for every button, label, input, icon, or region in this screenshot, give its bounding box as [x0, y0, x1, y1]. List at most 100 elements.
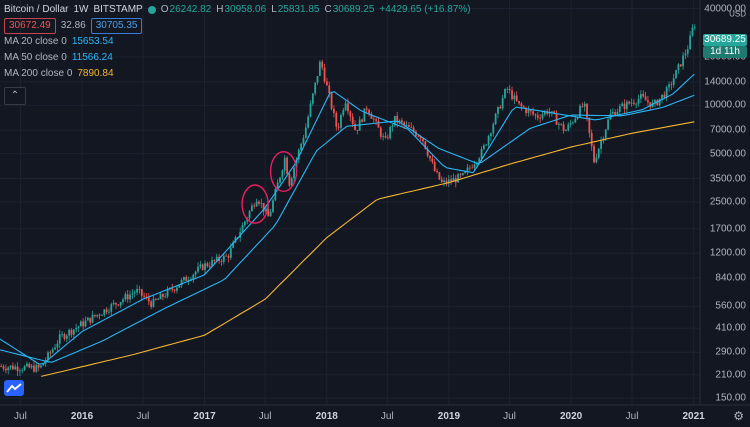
candle-body — [452, 178, 455, 182]
candle-body — [665, 87, 668, 98]
time-tick-label: Jul — [380, 411, 394, 422]
candle-body — [333, 108, 335, 113]
ma-line-ma50 — [0, 94, 695, 363]
candle-body — [126, 294, 129, 300]
candle-body — [206, 263, 209, 267]
candle-body — [433, 162, 436, 172]
candle-body — [82, 321, 85, 327]
candle-body — [365, 108, 368, 110]
candle-body — [464, 171, 467, 174]
candle-body — [190, 279, 192, 281]
interval[interactable]: 1W — [73, 4, 89, 15]
indicator-value: 15653.54 — [71, 36, 114, 47]
candle-body — [105, 309, 108, 313]
time-tick-label: Jul — [14, 411, 27, 422]
candle-body — [227, 255, 230, 258]
candle-body — [515, 95, 518, 101]
collapse-legend-button[interactable]: ⌃ — [4, 87, 26, 105]
candle-body — [677, 64, 680, 70]
candle-body — [58, 334, 61, 344]
chart-grid — [0, 0, 700, 405]
highlight-ellipse — [241, 184, 269, 224]
candle-body — [342, 110, 345, 115]
indicator-label: MA 20 close 0 — [4, 36, 67, 47]
indicator-ma200[interactable]: MA 200 close 0 7890.84 — [4, 66, 471, 82]
candle-body — [539, 117, 542, 119]
candle-body — [201, 264, 204, 270]
candle-body — [532, 111, 535, 115]
candle-body — [225, 255, 228, 257]
indicator-ma20[interactable]: MA 20 close 0 15653.54 — [4, 34, 471, 50]
candle-body — [23, 366, 26, 371]
candle-body — [447, 179, 450, 184]
candle-body — [42, 363, 45, 366]
candle-body — [337, 126, 340, 128]
candle-body — [607, 119, 610, 130]
candle-body — [382, 136, 385, 137]
candle-body — [372, 118, 375, 120]
tradingview-logo-icon[interactable] — [4, 380, 24, 396]
indicator-value: 11566.24 — [71, 52, 113, 63]
buy-price-button[interactable]: 30705.35 — [90, 18, 143, 34]
candle-body — [131, 293, 134, 295]
candle-body — [138, 288, 141, 290]
price-axis[interactable]: USD 40000.0020000.0014000.0010000.007000… — [700, 0, 750, 405]
time-axis[interactable]: Jul 2016 Jul 2017 Jul 2018 Jul 2019 Jul 2020 Jul 20… — [0, 405, 705, 427]
candle-body — [243, 221, 246, 226]
candle-body — [157, 299, 160, 300]
time-tick-label: 2016 — [70, 411, 94, 422]
exchange: BITSTAMP — [93, 4, 143, 15]
candle-body — [112, 302, 115, 305]
candle-body — [215, 256, 218, 261]
candle-body — [471, 167, 474, 169]
candle-body — [204, 263, 206, 270]
candle-body — [668, 84, 670, 88]
candle-body — [279, 177, 281, 183]
candle-body — [77, 326, 80, 328]
time-tick-label: 2020 — [559, 411, 583, 422]
highlight-circles — [241, 150, 298, 224]
candle-body — [56, 343, 59, 348]
candle-body — [576, 117, 579, 119]
candle-body — [644, 96, 647, 101]
candle-body — [65, 335, 68, 339]
candle-body — [478, 158, 481, 163]
candle-body — [61, 334, 63, 335]
candle-body — [647, 100, 649, 103]
currency-label: USD — [729, 9, 746, 19]
candle-body — [513, 95, 516, 100]
candle-body — [518, 100, 520, 104]
candle-body — [588, 117, 591, 133]
candle-body — [54, 347, 56, 350]
candle-body — [340, 114, 342, 128]
candle-body — [536, 115, 539, 118]
price-tick-label: 1200.00 — [709, 247, 746, 259]
price-tick-label: 7000.00 — [709, 124, 746, 136]
candle-body — [63, 334, 66, 339]
candle-body — [457, 174, 460, 183]
candle-body — [161, 293, 164, 297]
symbol-name[interactable]: Bitcoin / Dollar — [4, 4, 69, 15]
candle-body — [35, 365, 38, 372]
sell-price-button[interactable]: 30672.49 — [4, 18, 56, 34]
candle-body — [400, 120, 403, 123]
candle-body — [262, 202, 265, 212]
candle-body — [269, 211, 272, 217]
price-tick-label: 5000.00 — [709, 148, 746, 160]
price-tick-label: 14000.00 — [704, 76, 746, 88]
candle-body — [281, 170, 284, 178]
indicator-ma50[interactable]: MA 50 close 0 11566.24 — [4, 50, 471, 66]
candle-body — [129, 294, 131, 300]
candle-body — [557, 123, 560, 125]
candle-body — [152, 298, 155, 307]
time-tick-label: 2019 — [437, 411, 461, 422]
candle-body — [288, 173, 291, 186]
candle-body — [597, 148, 600, 158]
candle-body — [443, 180, 445, 183]
ohlc-open: 26242.82 — [169, 4, 212, 15]
candle-body — [497, 106, 499, 114]
ohlc-close: 30689.25 — [332, 4, 375, 15]
chart-settings-gear-icon[interactable]: ⚙ — [733, 409, 744, 423]
candle-body — [14, 366, 17, 370]
